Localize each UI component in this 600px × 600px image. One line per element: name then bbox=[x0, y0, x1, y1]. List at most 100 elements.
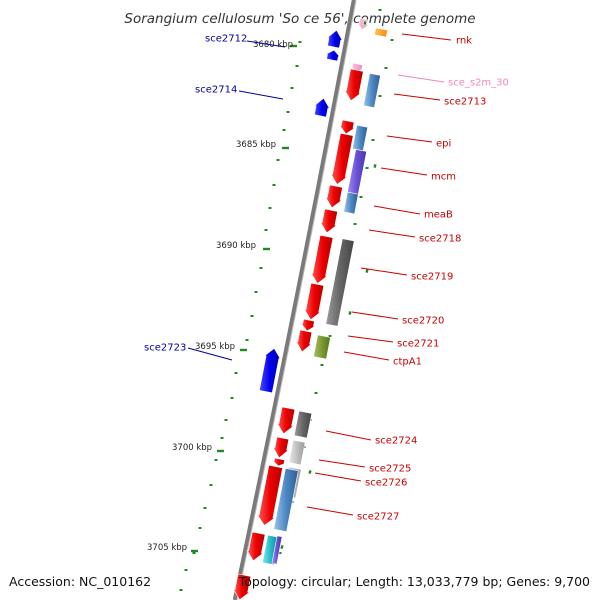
forward-gene-arrow bbox=[325, 184, 343, 209]
tick-dot bbox=[179, 589, 183, 591]
forward-gene-arrow bbox=[295, 329, 313, 353]
label-leader-line bbox=[393, 93, 441, 101]
tick-dot bbox=[198, 527, 202, 529]
gene-label-sce2723: sce2723 bbox=[144, 343, 186, 354]
kbp-label: 3705 kbp bbox=[147, 543, 187, 553]
rna-feature bbox=[349, 62, 365, 73]
gene-label-sce2718: sce2718 bbox=[419, 234, 461, 245]
tick-dot bbox=[353, 223, 357, 225]
tick-dot bbox=[286, 111, 290, 113]
label-leader-line bbox=[246, 40, 286, 48]
gene-label-sce2727: sce2727 bbox=[357, 512, 399, 523]
gene-label-epi: epi bbox=[436, 139, 451, 150]
gene-label-sce2721: sce2721 bbox=[397, 339, 439, 350]
kbp-tick bbox=[240, 348, 247, 352]
forward-gene-arrow bbox=[232, 573, 252, 600]
function-bar bbox=[293, 410, 313, 439]
tick-dot bbox=[268, 207, 272, 209]
function-bar bbox=[313, 334, 331, 360]
label-leader-line bbox=[238, 90, 284, 100]
function-bar bbox=[325, 238, 355, 327]
accession-text: Accession: NC_010162 bbox=[9, 574, 151, 589]
label-leader-line bbox=[386, 135, 433, 143]
tick-dot bbox=[390, 39, 394, 41]
track-marker bbox=[307, 469, 313, 475]
tick-dot bbox=[278, 552, 282, 554]
label-leader-line bbox=[373, 205, 421, 215]
genome-summary: Topology: circular; Length: 13,033,779 b… bbox=[238, 574, 590, 589]
function-bar bbox=[351, 124, 369, 152]
tick-dot bbox=[184, 569, 188, 571]
gene-label-ctpA1: ctpA1 bbox=[393, 357, 422, 368]
label-leader-line bbox=[368, 229, 416, 238]
label-leader-line bbox=[306, 506, 354, 516]
reverse-gene-arrow bbox=[325, 49, 341, 62]
tick-dot bbox=[378, 9, 382, 11]
gene-labels: sce2712 sce2714 sce2723 rnk sce_s2m_30 sce271… bbox=[144, 34, 509, 523]
rnk-feature bbox=[374, 27, 388, 38]
forward-gene-arrow bbox=[344, 68, 364, 102]
gene-label-sce2724: sce2724 bbox=[375, 436, 417, 447]
tick-dot bbox=[254, 291, 258, 293]
forward-gene-arrow bbox=[310, 234, 334, 285]
gene-label-meaB: meaB bbox=[424, 210, 453, 221]
track-marker bbox=[362, 20, 368, 26]
forward-gene-arrow bbox=[246, 531, 266, 562]
tick-dot bbox=[295, 65, 299, 67]
reverse-gene-arrow bbox=[259, 347, 281, 394]
tick-dot bbox=[234, 372, 238, 374]
forward-gene-arrow bbox=[300, 318, 316, 332]
tick-dot bbox=[214, 459, 218, 461]
tick-dot bbox=[359, 196, 363, 198]
label-leader-line bbox=[351, 311, 399, 320]
function-bar bbox=[363, 72, 381, 109]
tick-dot bbox=[314, 392, 318, 394]
gene-label-sce2712: sce2712 bbox=[205, 34, 247, 45]
forward-gene-arrow bbox=[303, 282, 325, 321]
gene-label-sce2720: sce2720 bbox=[402, 316, 444, 327]
label-leader-line bbox=[360, 267, 408, 276]
label-leader-line bbox=[397, 74, 445, 83]
function-bar bbox=[273, 467, 299, 533]
label-leader-line bbox=[187, 347, 233, 361]
kbp-tick bbox=[290, 44, 297, 48]
tick-dot bbox=[328, 335, 332, 337]
gene-label-sce2726: sce2726 bbox=[365, 478, 407, 489]
label-leader-line bbox=[343, 351, 390, 361]
kbp-label: 3695 kbp bbox=[195, 342, 235, 352]
tick-dot bbox=[298, 41, 302, 43]
tick-dot bbox=[272, 184, 276, 186]
tick-dot bbox=[365, 167, 369, 169]
gene-label-sce2713: sce2713 bbox=[444, 97, 486, 108]
forward-gene-arrow bbox=[339, 119, 356, 135]
kbp-label: 3685 kbp bbox=[236, 140, 276, 150]
track-marker bbox=[347, 310, 353, 316]
tick-dot bbox=[220, 437, 224, 439]
label-leader-line bbox=[401, 33, 452, 41]
function-bar bbox=[271, 535, 283, 565]
forward-gene-arrow bbox=[272, 436, 290, 459]
tick-dot bbox=[371, 139, 375, 141]
kbp-tick bbox=[282, 146, 289, 150]
gene-label-sce_s2m_30: sce_s2m_30 bbox=[448, 78, 509, 89]
tick-dot bbox=[245, 339, 249, 341]
track-marker bbox=[279, 544, 285, 550]
tick-dot bbox=[378, 95, 382, 97]
tick-dot bbox=[250, 315, 254, 317]
label-leader-line bbox=[380, 167, 428, 176]
map-title: Sorangium cellulosum 'So ce 56', complet… bbox=[124, 11, 475, 27]
tick-dot bbox=[290, 87, 294, 89]
label-leader-line bbox=[314, 472, 362, 482]
track-marker bbox=[372, 163, 378, 169]
kbp-label: 3690 kbp bbox=[216, 241, 256, 251]
tick-dot bbox=[209, 484, 213, 486]
gene-label-rnk: rnk bbox=[456, 36, 472, 47]
tick-dot bbox=[320, 364, 324, 366]
forward-gene-arrow bbox=[330, 132, 354, 185]
tick-dot bbox=[276, 159, 280, 161]
label-leader-line bbox=[347, 335, 394, 343]
kbp-tick bbox=[191, 549, 198, 553]
reverse-gene-arrow bbox=[326, 29, 343, 49]
gene-label-sce2725: sce2725 bbox=[369, 464, 411, 475]
